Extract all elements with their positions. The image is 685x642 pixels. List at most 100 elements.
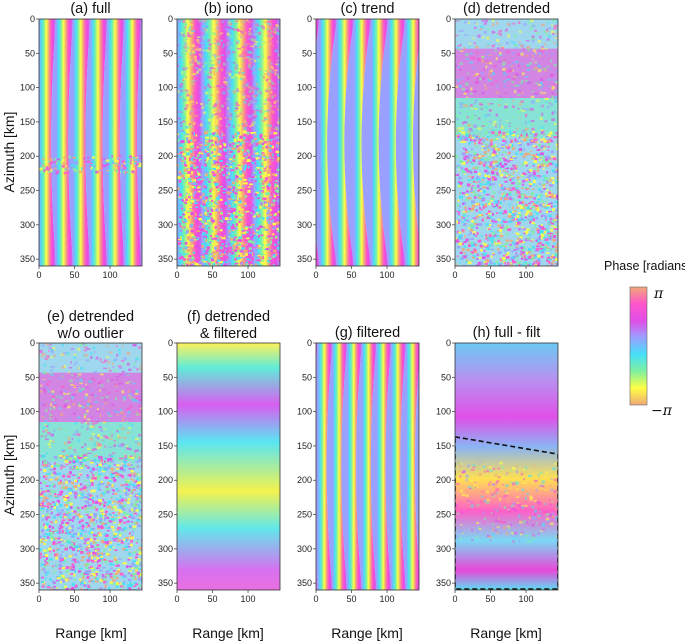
colorbar-label: Phase [radians] <box>604 259 685 273</box>
x-tick-label: 0 <box>174 270 179 280</box>
panel-e-image <box>39 343 142 590</box>
y-tick-label: 150 <box>158 441 173 451</box>
y-tick-label: 150 <box>297 441 312 451</box>
x-tick-label: 0 <box>36 594 41 604</box>
y-tick-label: 150 <box>20 441 35 451</box>
panel-b-image <box>177 19 280 266</box>
y-tick-label: 300 <box>158 220 173 230</box>
x-tick-label: 0 <box>36 270 41 280</box>
y-tick-label: 0 <box>168 14 173 24</box>
x-tick-label: 0 <box>452 270 457 280</box>
y-tick-label: 150 <box>297 117 312 127</box>
y-tick-label: 50 <box>163 372 173 382</box>
y-tick-label: 300 <box>158 544 173 554</box>
y-tick-label: 250 <box>158 510 173 520</box>
x-tick-label: 0 <box>313 270 318 280</box>
x-tick-label: 0 <box>452 594 457 604</box>
y-tick-label: 0 <box>307 14 312 24</box>
ylabel-bottom: Azimuth [km] <box>1 435 17 516</box>
panel-c-title: (c) trend <box>341 1 395 17</box>
x-tick-label: 50 <box>347 594 357 604</box>
x-tick-label: 100 <box>380 270 395 280</box>
y-tick-label: 350 <box>297 578 312 588</box>
colorbar: Phase [radians] π −π <box>604 259 685 419</box>
y-tick-label: 300 <box>20 220 35 230</box>
y-tick-label: 50 <box>441 372 451 382</box>
x-tick-label: 50 <box>208 270 218 280</box>
x-tick-label: 50 <box>486 270 496 280</box>
panel-e-title: (e) detrended <box>47 309 134 325</box>
y-tick-label: 0 <box>168 338 173 348</box>
panel-g-image <box>316 343 419 590</box>
y-tick-label: 350 <box>436 254 451 264</box>
y-tick-label: 100 <box>158 407 173 417</box>
panel-g-title: (g) filtered <box>335 325 400 341</box>
y-tick-label: 250 <box>436 510 451 520</box>
y-tick-label: 200 <box>297 151 312 161</box>
y-tick-label: 50 <box>25 372 35 382</box>
panel-d: (d) detrended 0 50 100 0 50 100 150 200 250 300 350 <box>436 1 559 280</box>
panel-a-image <box>39 19 142 266</box>
y-tick-label: 200 <box>158 475 173 485</box>
x-tick-label: 100 <box>103 594 118 604</box>
y-tick-label: 100 <box>297 83 312 93</box>
x-tick-label: 50 <box>70 594 80 604</box>
y-tick-label: 200 <box>297 475 312 485</box>
y-tick-label: 0 <box>446 338 451 348</box>
y-tick-label: 0 <box>30 338 35 348</box>
x-tick-label: 100 <box>380 594 395 604</box>
y-tick-label: 300 <box>297 544 312 554</box>
y-tick-label: 300 <box>297 220 312 230</box>
y-tick-label: 0 <box>30 14 35 24</box>
x-tick-label: 0 <box>174 594 179 604</box>
y-tick-label: 200 <box>436 151 451 161</box>
y-tick-label: 200 <box>20 475 35 485</box>
y-tick-label: 0 <box>307 338 312 348</box>
y-tick-label: 150 <box>436 441 451 451</box>
y-tick-label: 350 <box>297 254 312 264</box>
x-tick-label: 50 <box>347 270 357 280</box>
x-tick-label: 100 <box>519 270 534 280</box>
y-tick-label: 50 <box>302 48 312 58</box>
panel-f: (f) detrended& filtered 0 50 100 0 50 100 150 20… <box>158 309 281 604</box>
y-tick-label: 100 <box>20 407 35 417</box>
panel-a: (a) full 0 50 100 0 50 100 150 200 250 300 350 <box>20 1 143 280</box>
y-tick-label: 350 <box>436 578 451 588</box>
x-tick-label: 0 <box>313 594 318 604</box>
y-tick-label: 250 <box>297 186 312 196</box>
colorbar-max-label: π <box>653 286 664 302</box>
y-tick-label: 350 <box>20 578 35 588</box>
x-tick-label: 100 <box>103 270 118 280</box>
y-tick-label: 200 <box>436 475 451 485</box>
panel-h-title: (h) full - filt <box>473 325 541 341</box>
y-tick-label: 250 <box>436 186 451 196</box>
xlabel-e: Range [km] <box>55 625 127 641</box>
y-tick-label: 50 <box>302 372 312 382</box>
panel-c: (c) trend 0 50 100 0 50 100 150 200 250 300 350 <box>297 1 420 280</box>
y-tick-label: 200 <box>20 151 35 161</box>
xlabel-h: Range [km] <box>470 625 542 641</box>
y-tick-label: 350 <box>158 578 173 588</box>
panel-b: (b) iono 0 50 100 0 50 100 150 200 250 300 350 <box>158 1 281 280</box>
y-tick-label: 350 <box>158 254 173 264</box>
colorbar-min-label: −π <box>651 403 673 419</box>
x-tick-label: 50 <box>208 594 218 604</box>
colorbar-gradient <box>629 286 648 406</box>
panel-g: (g) filtered 0 50 100 0 50 100 150 200 250 300 350 <box>297 325 420 604</box>
y-tick-label: 150 <box>158 117 173 127</box>
y-tick-label: 350 <box>20 254 35 264</box>
panel-f-title: & filtered <box>200 326 257 342</box>
y-tick-label: 250 <box>20 186 35 196</box>
y-tick-label: 50 <box>441 48 451 58</box>
xlabel-f: Range [km] <box>192 625 264 641</box>
panel-f-image <box>177 343 280 590</box>
x-tick-label: 100 <box>241 594 256 604</box>
y-tick-label: 100 <box>297 407 312 417</box>
y-tick-label: 50 <box>163 48 173 58</box>
y-tick-label: 50 <box>25 48 35 58</box>
y-tick-label: 250 <box>297 510 312 520</box>
y-tick-label: 100 <box>20 83 35 93</box>
panel-h: (h) full - filt 0 50 100 0 50 100 150 200 250 300 3… <box>436 325 559 604</box>
